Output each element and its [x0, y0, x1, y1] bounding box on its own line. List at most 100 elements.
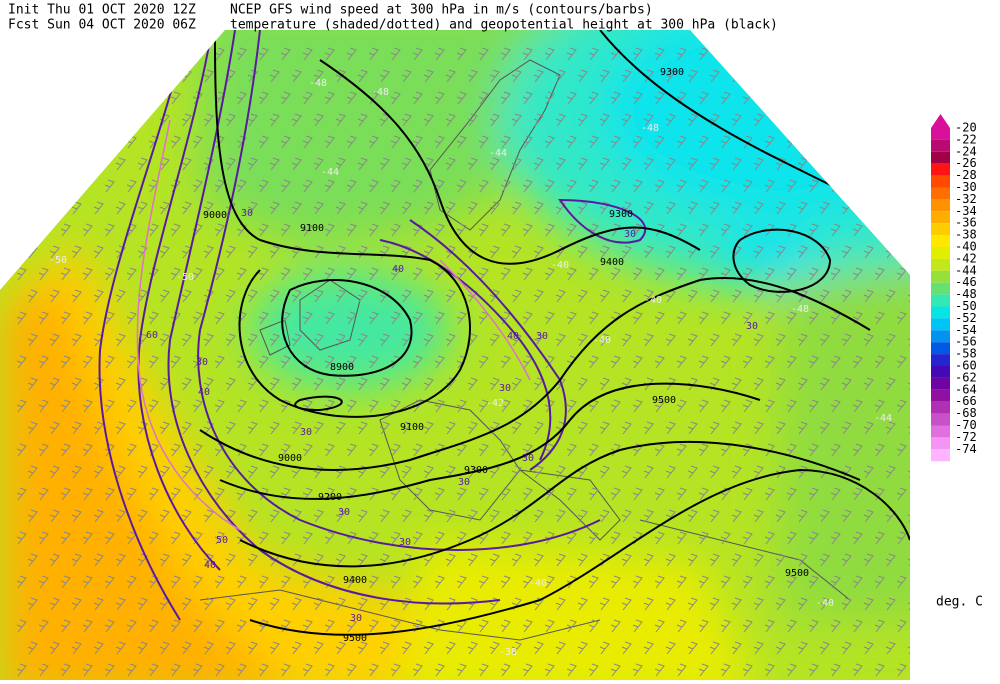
- wind-barb: [742, 311, 753, 325]
- wind-barb: [874, 619, 885, 633]
- wind-barb: [874, 663, 885, 677]
- wind-barb: [456, 663, 467, 677]
- wind-barb: [533, 465, 544, 479]
- wind-barb: [500, 619, 511, 633]
- wind-speed-label: 40: [507, 331, 519, 342]
- wind-barb: [786, 443, 797, 457]
- wind-barb: [874, 179, 885, 193]
- wind-barb: [291, 157, 302, 171]
- wind-barb: [896, 311, 907, 325]
- wind-barb: [379, 157, 390, 171]
- wind-barb: [709, 421, 720, 435]
- wind-barb: [819, 289, 830, 303]
- temperature-label: -40: [816, 598, 834, 609]
- wind-barb: [698, 267, 709, 281]
- wind-barb: [126, 663, 137, 677]
- wind-barb: [390, 443, 401, 457]
- wind-barb: [38, 223, 49, 237]
- wind-barb: [467, 245, 478, 259]
- wind-barb: [665, 421, 676, 435]
- title-line: temperature (shaded/dotted) and geopoten…: [230, 18, 778, 33]
- wind-barb: [808, 47, 819, 61]
- wind-barb: [192, 531, 203, 545]
- wind-barb: [566, 619, 577, 633]
- wind-barb: [181, 289, 192, 303]
- wind-barb: [896, 663, 907, 677]
- temp-area: [200, 30, 620, 250]
- wind-barb: [830, 355, 841, 369]
- wind-barb: [599, 641, 610, 655]
- colorbar-swatch: [931, 175, 950, 188]
- wind-barb: [423, 377, 434, 391]
- wind-barb: [500, 47, 511, 61]
- colorbar-swatch: [931, 318, 950, 331]
- wind-barb: [38, 179, 49, 193]
- wind-barb: [126, 575, 137, 589]
- wind-barb: [764, 135, 775, 149]
- wind-barb: [71, 641, 82, 655]
- wind-barb: [885, 421, 896, 435]
- wind-barb: [16, 575, 27, 589]
- wind-speed-label: 30: [338, 507, 350, 518]
- wind-barb: [621, 333, 632, 347]
- wind-barb: [291, 377, 302, 391]
- wind-contours-strong: [136, 119, 531, 531]
- wind-barb: [643, 597, 654, 611]
- colorbar-label: -26: [955, 156, 977, 170]
- wind-barb: [511, 421, 522, 435]
- wind-barb: [159, 465, 170, 479]
- wind-barb: [368, 575, 379, 589]
- wind-barb: [27, 553, 38, 567]
- wind-barb: [489, 377, 500, 391]
- temperature-label: -44: [874, 413, 892, 424]
- height-label: 9500: [343, 633, 367, 644]
- wind-barb: [346, 443, 357, 457]
- height-contour: [732, 228, 832, 293]
- height-label: 9300: [464, 465, 488, 476]
- wind-barb: [665, 201, 676, 215]
- wind-barb: [38, 399, 49, 413]
- wind-barb: [544, 135, 555, 149]
- wind-barb: [753, 333, 764, 347]
- wind-barb: [302, 223, 313, 237]
- wind-barb: [577, 421, 588, 435]
- wind-barb: [16, 135, 27, 149]
- wind-barb: [643, 509, 654, 523]
- wind-barb: [115, 289, 126, 303]
- wind-barb: [610, 135, 621, 149]
- wind-barb: [731, 157, 742, 171]
- wind-barb: [808, 311, 819, 325]
- wind-barb: [269, 289, 280, 303]
- wind-barb: [863, 377, 874, 391]
- colorbar-swatch: [931, 187, 950, 200]
- wind-barb: [16, 311, 27, 325]
- wind-barb: [511, 465, 522, 479]
- wind-barb: [280, 179, 291, 193]
- wind-barb: [830, 399, 841, 413]
- wind-barb: [247, 641, 258, 655]
- wind-barb: [49, 201, 60, 215]
- wind-barb: [49, 333, 60, 347]
- wind-barb: [665, 113, 676, 127]
- wind-barb: [819, 597, 830, 611]
- wind-barb: [852, 575, 863, 589]
- wind-barb: [643, 421, 654, 435]
- wind-barb: [533, 113, 544, 127]
- wind-barb: [82, 487, 93, 501]
- colorbar-swatch: [931, 199, 950, 212]
- wind-barb: [412, 91, 423, 105]
- wind-barb: [313, 509, 324, 523]
- wind-barb: [841, 245, 852, 259]
- wind-barb: [16, 663, 27, 677]
- wind-barb: [610, 355, 621, 369]
- wind-barb: [907, 553, 910, 567]
- wind-barb: [302, 311, 313, 325]
- wind-barb: [148, 355, 159, 369]
- wind-barb: [533, 641, 544, 655]
- wind-barb: [764, 267, 775, 281]
- wind-barb: [841, 157, 852, 171]
- wind-barb: [709, 465, 720, 479]
- wind-barb: [632, 47, 643, 61]
- colorbar-swatch: [931, 401, 950, 414]
- colorbar-label: -32: [955, 192, 977, 206]
